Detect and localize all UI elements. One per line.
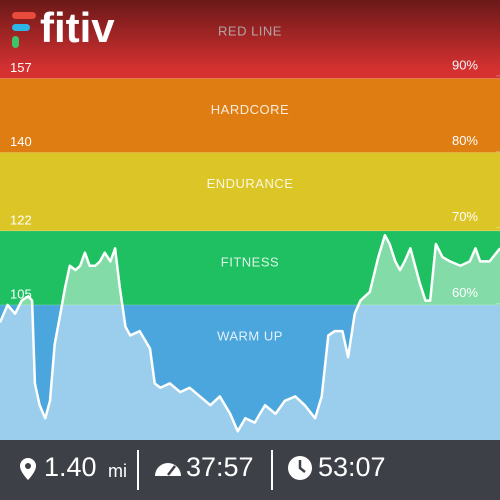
pace-value: 37:57 xyxy=(186,452,254,482)
distance-unit: mi xyxy=(108,461,127,481)
logo: fitiv xyxy=(12,4,115,51)
zone-label: HARDCORE xyxy=(211,102,289,117)
y2-tick-label: 80% xyxy=(452,133,478,148)
y2-tick-label: 70% xyxy=(452,209,478,224)
area-fill xyxy=(0,235,500,440)
y-tick-label: 122 xyxy=(10,212,32,227)
distance-value: 1.40 xyxy=(44,452,97,482)
zone-band xyxy=(0,78,500,153)
stats-bar xyxy=(0,440,500,500)
y2-tick-label: 60% xyxy=(452,285,478,300)
top-shade xyxy=(0,0,500,70)
speed-icon-needle xyxy=(167,465,176,476)
logo-bar xyxy=(12,12,36,19)
logo-bar xyxy=(12,24,30,31)
stats: 1.40 mi 37:57 53:07 xyxy=(20,450,386,490)
logo-bar xyxy=(12,36,19,48)
zone-label: ENDURANCE xyxy=(207,176,294,191)
heart-rate-line xyxy=(0,233,500,433)
zone-band xyxy=(0,152,500,231)
location-icon-dot xyxy=(25,463,31,469)
time-value: 53:07 xyxy=(318,452,386,482)
zone-label: WARM UP xyxy=(217,328,283,343)
zone-label: FITNESS xyxy=(221,254,279,269)
logo-text: fitiv xyxy=(40,4,115,51)
y-tick-label: 105 xyxy=(10,286,32,301)
y-tick-label: 140 xyxy=(10,134,32,149)
zone-band xyxy=(0,304,500,440)
clock-icon-hands xyxy=(298,460,306,473)
